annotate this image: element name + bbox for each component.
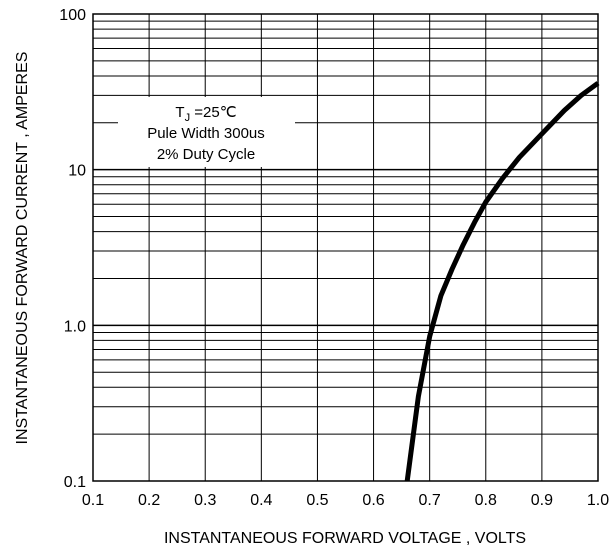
x-tick-label: 0.3 [194, 492, 216, 509]
x-tick-label: 0.9 [531, 492, 553, 509]
y-axis-title: INSTANTANEOUS FORWARD CURRENT , AMPERES [14, 52, 31, 445]
annotation-line-2: Pule Width 300us [147, 125, 265, 142]
x-tick-label: 0.6 [362, 492, 384, 509]
x-tick-labels: 0.1 0.2 0.3 0.4 0.5 0.6 0.7 0.8 0.9 1.0 [82, 492, 609, 509]
annotation-temperature: =25℃ [190, 104, 236, 121]
annotation-background [118, 97, 295, 167]
x-axis-title: INSTANTANEOUS FORWARD VOLTAGE , VOLTS [164, 530, 526, 547]
annotation-line-1: TJ =25℃ [175, 104, 236, 124]
plot-frame [92, 13, 599, 482]
y-tick-labels: 0.1 1.0 10 100 [59, 7, 86, 491]
x-tick-label: 1.0 [587, 492, 609, 509]
y-tick-label: 10 [68, 163, 86, 180]
x-tick-label: 0.2 [138, 492, 160, 509]
x-tick-label: 0.1 [82, 492, 104, 509]
annotation-line-3: 2% Duty Cycle [157, 146, 255, 163]
grid [93, 14, 598, 481]
annotation-box: TJ =25℃ Pule Width 300us 2% Duty Cycle [118, 97, 295, 167]
y-tick-label: 0.1 [64, 474, 86, 491]
x-tick-label: 0.4 [250, 492, 272, 509]
y-tick-label: 1.0 [64, 318, 86, 335]
y-tick-label: 100 [59, 7, 86, 24]
x-tick-label: 0.5 [306, 492, 328, 509]
annotation-subscript: J [185, 112, 191, 124]
annotation-t: T [175, 104, 184, 121]
series-line [404, 81, 600, 482]
x-tick-label: 0.8 [475, 492, 497, 509]
x-tick-label: 0.7 [419, 492, 441, 509]
